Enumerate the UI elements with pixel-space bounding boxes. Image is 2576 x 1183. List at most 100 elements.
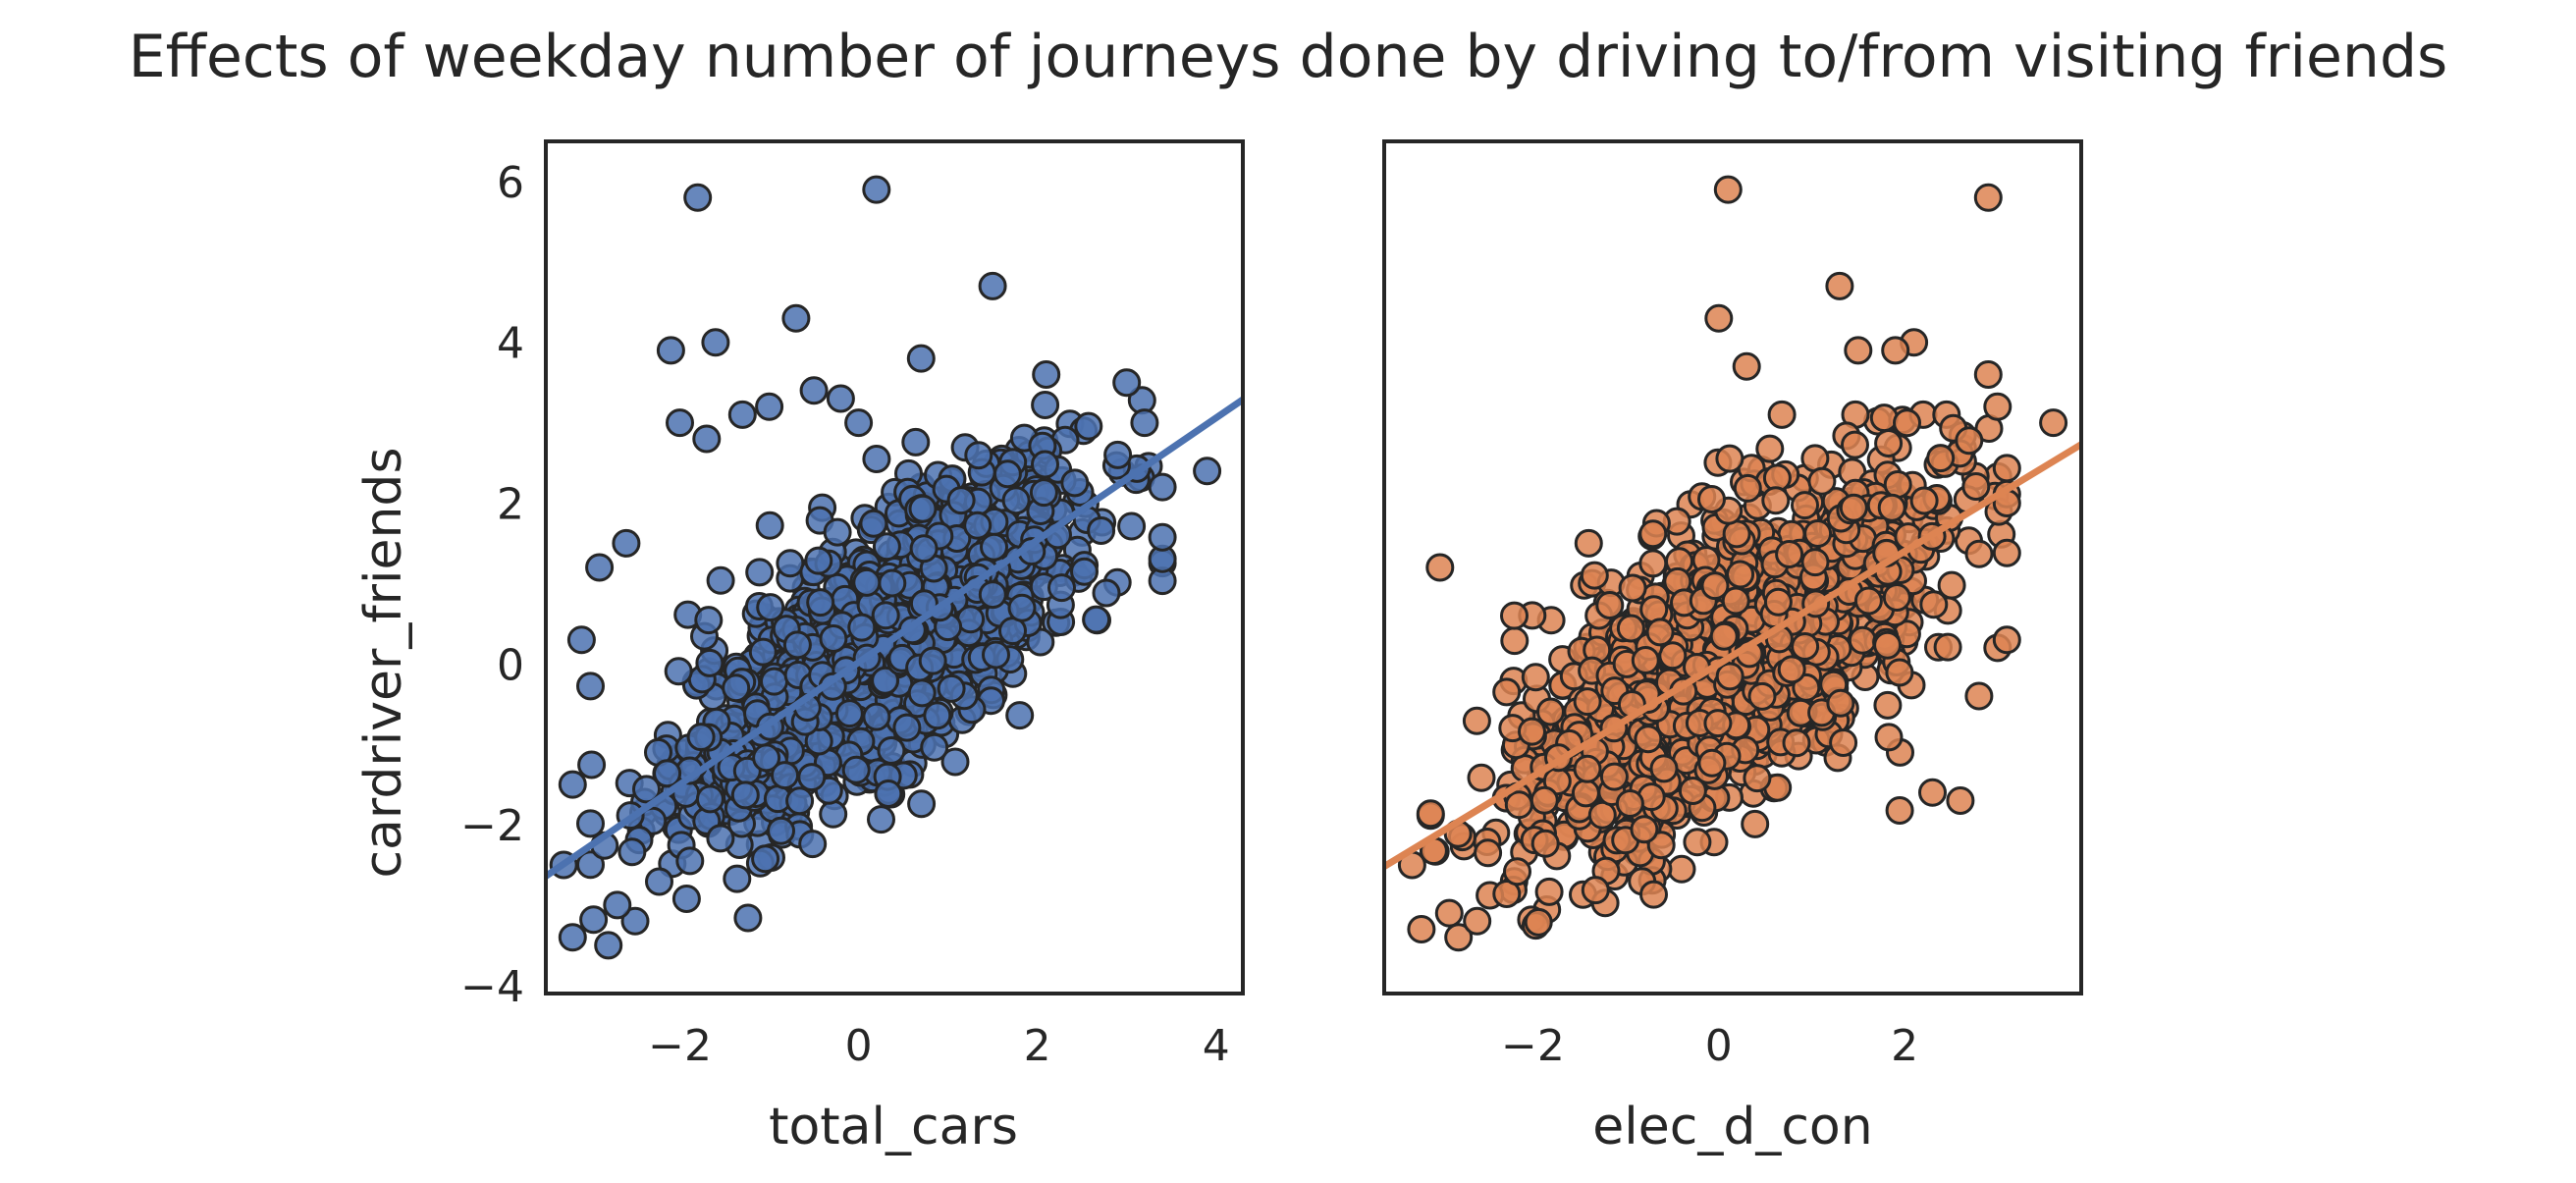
data-point	[1755, 434, 1785, 463]
data-point	[1618, 573, 1647, 603]
regression-line	[1384, 441, 2081, 870]
data-point	[1070, 557, 1099, 586]
data-point	[558, 923, 587, 952]
data-point	[862, 445, 891, 473]
data-point	[798, 830, 828, 859]
data-point	[1503, 857, 1531, 887]
data-point	[1803, 519, 1833, 548]
y-tick-label: 6	[497, 158, 524, 208]
data-point	[1087, 516, 1116, 545]
data-point	[937, 673, 966, 703]
data-point	[1869, 403, 1899, 433]
data-point	[1703, 709, 1733, 738]
data-point	[1885, 658, 1914, 687]
data-point	[1434, 898, 1464, 928]
data-point	[871, 666, 900, 695]
x-tick-label: 0	[845, 1021, 873, 1071]
data-point	[1877, 493, 1906, 522]
y-tick-label: 0	[497, 640, 524, 690]
data-point	[1973, 183, 2003, 212]
data-point	[1973, 360, 2003, 389]
data-point	[1492, 880, 1522, 908]
data-point	[1638, 519, 1668, 549]
data-point	[1715, 662, 1744, 691]
data-point	[594, 931, 623, 960]
data-point	[1715, 444, 1744, 473]
data-point	[1616, 614, 1645, 643]
data-point	[1580, 561, 1609, 590]
data-point	[872, 532, 901, 562]
data-point	[1581, 876, 1610, 905]
data-point	[963, 511, 993, 540]
data-point	[730, 780, 760, 810]
data-point	[1667, 854, 1696, 884]
y-tick-label: −4	[460, 962, 524, 1012]
data-point	[694, 606, 724, 635]
data-point	[940, 747, 970, 777]
data-point	[771, 761, 799, 790]
data-point	[776, 549, 805, 578]
data-point	[918, 646, 947, 675]
data-point	[566, 625, 596, 655]
data-point	[1964, 681, 1994, 711]
data-point	[1800, 548, 1830, 577]
data-point	[692, 424, 722, 454]
x-axis-label: total_cars	[769, 1098, 1018, 1156]
data-point	[804, 546, 833, 575]
y-tick-label: −2	[460, 801, 524, 851]
data-point	[1919, 590, 1949, 619]
y-axis-label: cardriver_friends	[354, 447, 413, 878]
data-point	[1926, 444, 1956, 473]
data-point	[706, 565, 735, 595]
data-point	[1697, 485, 1726, 513]
data-point	[1721, 586, 1750, 616]
data-point	[859, 509, 888, 538]
data-point	[1638, 549, 1668, 578]
data-point	[1992, 625, 2021, 655]
data-point	[1645, 618, 1675, 647]
data-point	[751, 844, 780, 874]
data-point	[901, 427, 931, 457]
data-point	[1697, 748, 1727, 778]
data-point	[1841, 430, 1869, 459]
data-point	[1103, 440, 1133, 469]
data-point	[666, 408, 694, 438]
data-point	[656, 336, 685, 365]
data-point	[877, 736, 906, 765]
data-point	[1571, 779, 1600, 808]
data-point	[1829, 728, 1858, 757]
data-point	[756, 593, 785, 622]
data-point	[1530, 785, 1559, 815]
data-point	[612, 528, 641, 558]
data-point	[1881, 336, 1910, 365]
data-point	[1704, 303, 1734, 333]
data-point	[1032, 360, 1061, 389]
data-point	[1885, 796, 1914, 825]
data-point	[1534, 877, 1564, 906]
data-point	[1713, 175, 1743, 204]
data-point	[1148, 522, 1177, 552]
data-point	[982, 640, 1010, 670]
data-point	[1649, 754, 1679, 783]
data-point	[1074, 411, 1103, 441]
data-point	[1007, 593, 1037, 622]
data-point	[1874, 723, 1904, 752]
data-point	[1964, 539, 1994, 568]
data-point	[892, 713, 922, 742]
data-point	[695, 648, 724, 677]
data-point	[867, 805, 895, 834]
data-point	[826, 384, 855, 413]
axes-frame	[1382, 139, 2083, 995]
data-point	[993, 459, 1022, 489]
data-point	[1463, 906, 1492, 936]
data-point	[664, 657, 693, 686]
x-tick-label: 2	[1891, 1021, 1918, 1071]
data-point	[617, 837, 647, 867]
data-point	[1492, 677, 1522, 707]
x-tick-label: 0	[1705, 1021, 1733, 1071]
data-point	[785, 786, 815, 816]
data-point	[1060, 468, 1090, 498]
data-point	[1767, 400, 1797, 429]
data-point	[727, 400, 757, 429]
data-point	[852, 567, 882, 597]
